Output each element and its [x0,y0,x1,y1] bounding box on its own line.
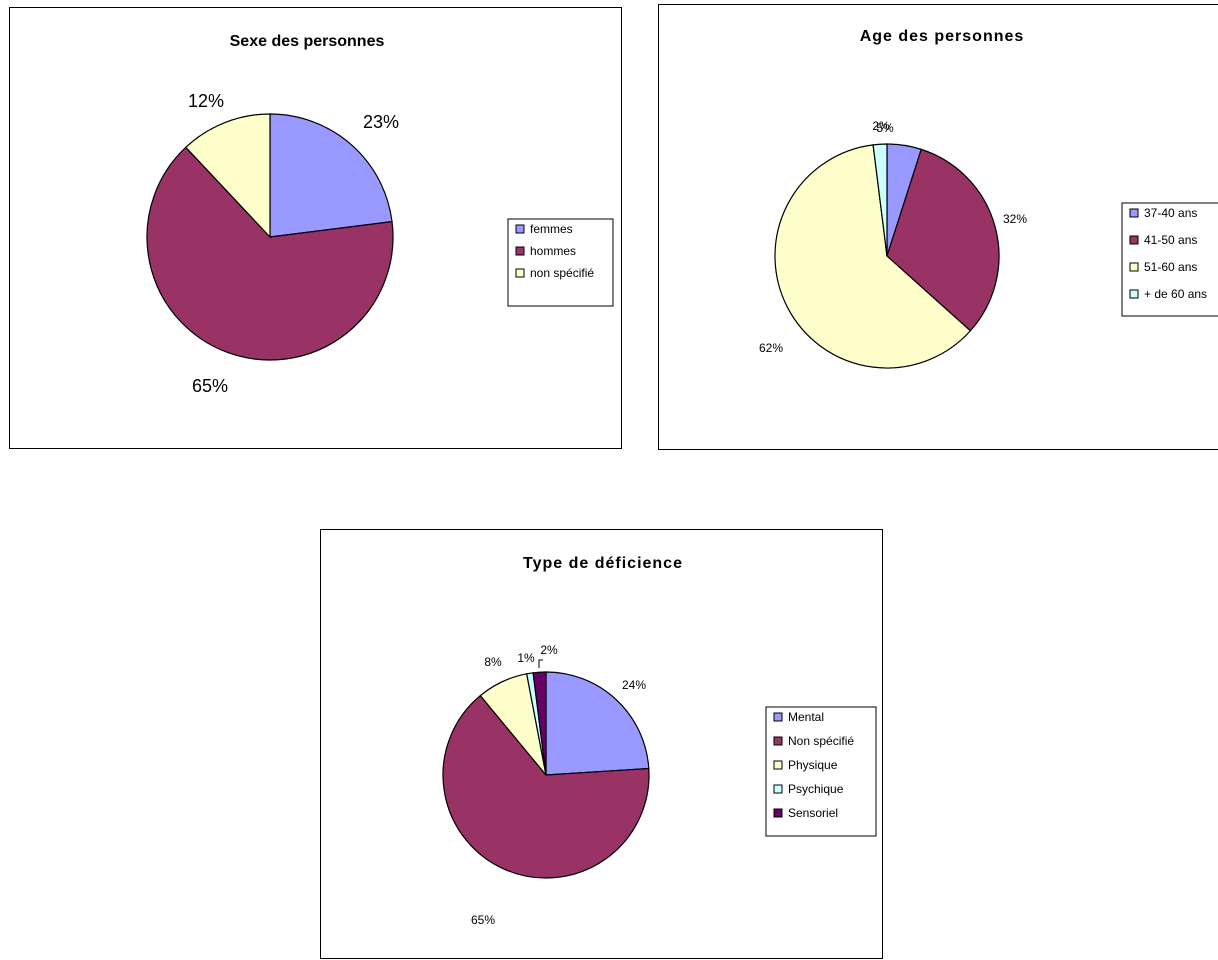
legend-swatch-non-specifie [515,268,525,278]
data-label-non-specifie: 65% [471,913,495,927]
legend-swatch-de-60-ans [1129,289,1139,299]
chart-title: Type de déficience [523,555,683,572]
pie-slice-sensoriel [532,671,547,776]
legend-swatch-41-50-ans [1129,235,1139,245]
legend-label-sensoriel: Sensoriel [788,806,838,820]
legend-swatch-51-60-ans [1129,262,1139,272]
data-label-41-50-ans: 32% [1003,212,1027,226]
legend-label-51-60-ans: 51-60 ans [1144,260,1197,274]
legend-swatch-mental [773,712,783,722]
pie-chart-deficience: Type de déficience 24% 65% 8% 1% 2% Mental Non … [320,529,883,959]
data-label-de-60-ans: 2% [872,119,890,133]
legend-label-non-specifie: Non spécifié [788,734,854,748]
chart-title: Age des personnes [860,28,1025,45]
legend-swatch-non-specifie [773,736,783,746]
pie-chart-sexe: Sexe des personnes 23% 65% 12% femmes hommes n… [9,7,622,449]
legend-label-41-50-ans: 41-50 ans [1144,233,1197,247]
legend-label-femmes: femmes [530,222,573,236]
leader-line [538,659,543,668]
legend-swatch-37-40-ans [1129,208,1139,218]
pie-chart-age: Age des personnes 5% 32% 62% 2% 37-40 ans 41-5… [658,4,1218,450]
data-label-37-40-ans: 5% [876,121,894,135]
pie-chart-sexe-svg: Sexe des personnes 23% 65% 12% femmes hommes n… [146,33,614,396]
pie-slice-non-specifie [184,113,271,239]
data-label-non-specifie: 12% [188,91,224,111]
legend-label-psychique: Psychique [788,782,844,796]
pie-slice-41-50-ans [886,148,1000,332]
data-label-51-60-ans: 62% [759,341,783,355]
data-label-hommes: 65% [192,376,228,396]
pie-chart-deficience-svg: Type de déficience 24% 65% 8% 1% 2% Mental Non … [442,555,877,927]
pie-slice-de-60-ans [872,143,888,257]
data-label-mental: 24% [622,678,646,692]
legend [507,218,614,307]
legend-swatch-physique [773,760,783,770]
legend-label-non-specifie: non spécifié [530,266,594,280]
legend-swatch-sensoriel [773,808,783,818]
data-label-psychique: 1% [517,651,535,665]
data-label-femmes: 23% [363,112,399,132]
legend-label-de-60-ans: + de 60 ans [1144,287,1207,301]
pie-slice-non-specifie [442,694,650,879]
chart-title: Sexe des personnes [230,33,385,50]
pie-slice-51-60-ans [774,144,972,369]
data-label-sensoriel: 2% [540,643,558,657]
legend-swatch-hommes [515,246,525,256]
pie-slice-hommes [146,146,394,361]
legend-label-hommes: hommes [530,244,576,258]
legend-label-37-40-ans: 37-40 ans [1144,206,1197,220]
pie-slice-femmes [269,113,393,238]
legend-swatch-femmes [515,224,525,234]
pie-slice-mental [545,671,650,776]
legend-label-mental: Mental [788,710,824,724]
legend-swatch-psychique [773,784,783,794]
data-label-physique: 8% [484,655,502,669]
legend [765,706,877,837]
legend-label-physique: Physique [788,758,838,772]
pie-chart-age-svg: Age des personnes 5% 32% 62% 2% 37-40 ans 41-5… [759,28,1218,369]
